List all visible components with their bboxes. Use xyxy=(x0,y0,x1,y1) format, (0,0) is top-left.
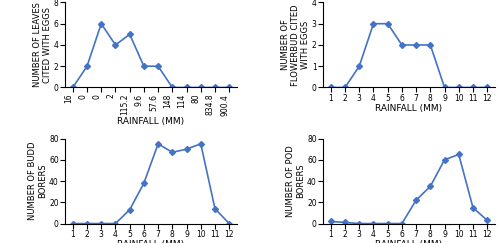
X-axis label: RAINFALL (MM): RAINFALL (MM) xyxy=(118,240,184,243)
Y-axis label: NUMBER OF POD
BORERS: NUMBER OF POD BORERS xyxy=(286,145,306,217)
Y-axis label: NUMBER OF LEAVES
CITED WITH EGGS: NUMBER OF LEAVES CITED WITH EGGS xyxy=(33,2,52,87)
Y-axis label: NUMBER OF BUDD
BORERS: NUMBER OF BUDD BORERS xyxy=(28,142,48,220)
X-axis label: RAINFALL (MM): RAINFALL (MM) xyxy=(376,104,442,113)
X-axis label: RAINFALL (MM): RAINFALL (MM) xyxy=(118,117,184,126)
X-axis label: RAINFALL (MM): RAINFALL (MM) xyxy=(376,240,442,243)
Y-axis label: NUMBER OF
FLOWERBUD CITED
WITH EGGS: NUMBER OF FLOWERBUD CITED WITH EGGS xyxy=(280,4,310,86)
